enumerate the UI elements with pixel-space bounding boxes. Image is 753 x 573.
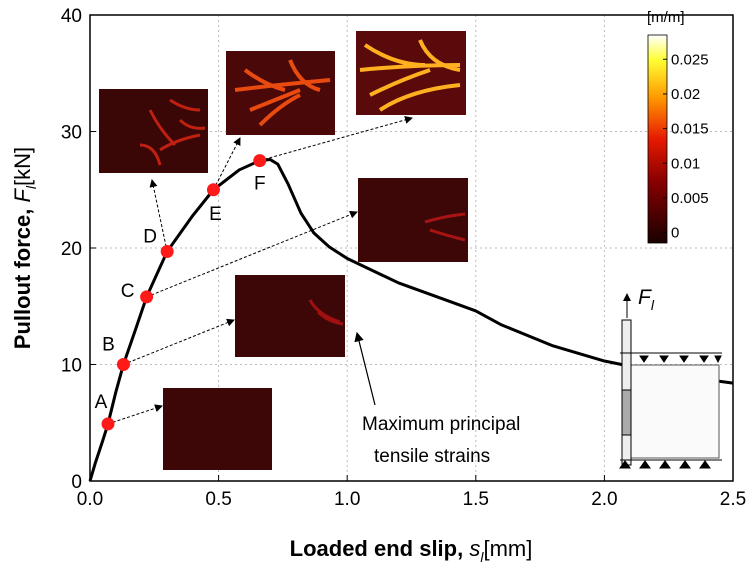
y-tick-label: 20 <box>61 239 82 260</box>
data-line <box>88 157 734 482</box>
annotation: tensile strains <box>374 446 490 467</box>
pointer-arrow <box>123 318 235 365</box>
colorbar-tick-label: 0.015 <box>671 121 709 138</box>
y-axis-label: Pullout force, Fl[kN] <box>10 147 39 349</box>
point-label: F <box>254 174 266 195</box>
point-label: A <box>95 392 108 413</box>
annotation: Maximum principal <box>362 414 520 435</box>
y-tick-label: 30 <box>61 123 82 144</box>
pointer-arrow <box>146 210 358 298</box>
pointer-arrow <box>107 404 163 425</box>
colorbar-tick-label: 0 <box>671 225 679 242</box>
x-axis-label: Loaded end slip, sl[mm] <box>290 536 533 565</box>
data-point <box>206 183 220 197</box>
colorbar-tick-label: 0.02 <box>671 86 700 103</box>
y-tick-label: 10 <box>61 356 82 377</box>
specimen-schematic <box>619 293 722 469</box>
data-point <box>140 290 154 304</box>
point-label: C <box>121 281 135 302</box>
point-label: E <box>209 204 222 225</box>
strain-images <box>99 31 468 470</box>
data-point <box>160 244 174 258</box>
x-tick-label: 1.5 <box>463 489 489 510</box>
colorbar-tick-label: 0.005 <box>671 190 709 207</box>
colorbar-tick-label: 0.025 <box>671 51 709 68</box>
x-tick-label: 2.5 <box>720 489 746 510</box>
data-point <box>101 417 115 431</box>
x-tick-label: 2.0 <box>591 489 617 510</box>
x-tick-label: 0.5 <box>205 489 231 510</box>
x-tick-label: 1.0 <box>334 489 360 510</box>
data-point <box>253 154 267 168</box>
point-label: D <box>143 226 157 247</box>
pointer-arrow <box>259 116 413 162</box>
x-tick-label: 0.0 <box>77 489 103 510</box>
pointer-arrow <box>213 137 241 190</box>
colorbar-label: [m/m] <box>647 9 685 26</box>
data-point <box>116 358 130 371</box>
pointer-arrow <box>149 179 168 252</box>
colorbar-tick-label: 0.01 <box>671 155 700 172</box>
force-label: Fl <box>638 286 655 313</box>
annotation-arrow <box>354 331 376 406</box>
y-tick-label: 40 <box>61 6 82 27</box>
y-tick-label: 0 <box>71 472 82 493</box>
point-label: B <box>102 335 115 356</box>
colorbar <box>647 34 668 244</box>
